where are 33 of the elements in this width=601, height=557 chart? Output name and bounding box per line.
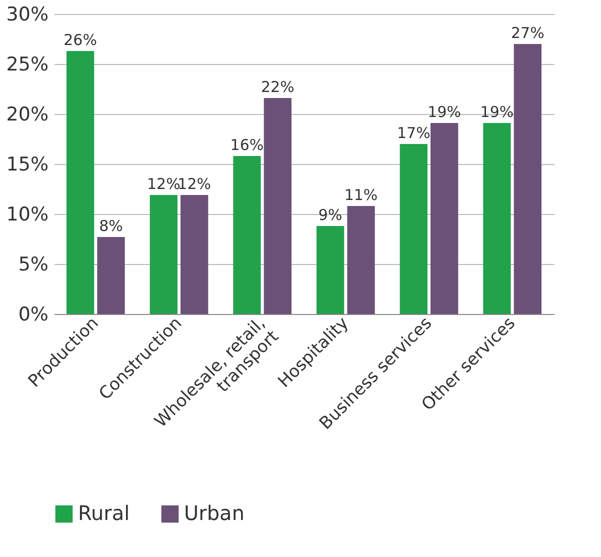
y-tick-label: 15% (6, 154, 48, 176)
data-label: 11% (344, 186, 378, 204)
data-label: 12% (178, 175, 212, 193)
data-label: 19% (428, 103, 462, 121)
data-label: 12% (146, 175, 180, 193)
bar (347, 206, 375, 314)
data-label: 8% (99, 217, 123, 235)
bar (180, 195, 208, 314)
data-label: 19% (480, 103, 514, 121)
y-tick-label: 30% (6, 4, 48, 26)
bar (514, 44, 542, 314)
data-label: 17% (396, 124, 430, 142)
y-tick-label: 0% (18, 304, 48, 326)
bar (483, 123, 511, 314)
data-label: 27% (511, 24, 544, 42)
y-tick-label: 20% (6, 104, 48, 126)
legend-label: Urban (184, 501, 244, 525)
bar (233, 156, 261, 314)
y-tick-label: 25% (6, 54, 48, 76)
bar (430, 123, 458, 314)
bar (264, 98, 292, 314)
data-label: 16% (230, 136, 264, 154)
bar (97, 237, 125, 314)
bar (66, 51, 94, 314)
data-label: 26% (64, 31, 97, 49)
y-tick-label: 10% (6, 204, 48, 226)
bar (400, 144, 428, 314)
bar (316, 226, 344, 314)
bar (150, 195, 178, 314)
legend-label: Rural (78, 501, 130, 525)
data-label: 9% (318, 206, 342, 224)
data-label: 22% (261, 78, 294, 96)
y-tick-label: 5% (18, 254, 48, 276)
